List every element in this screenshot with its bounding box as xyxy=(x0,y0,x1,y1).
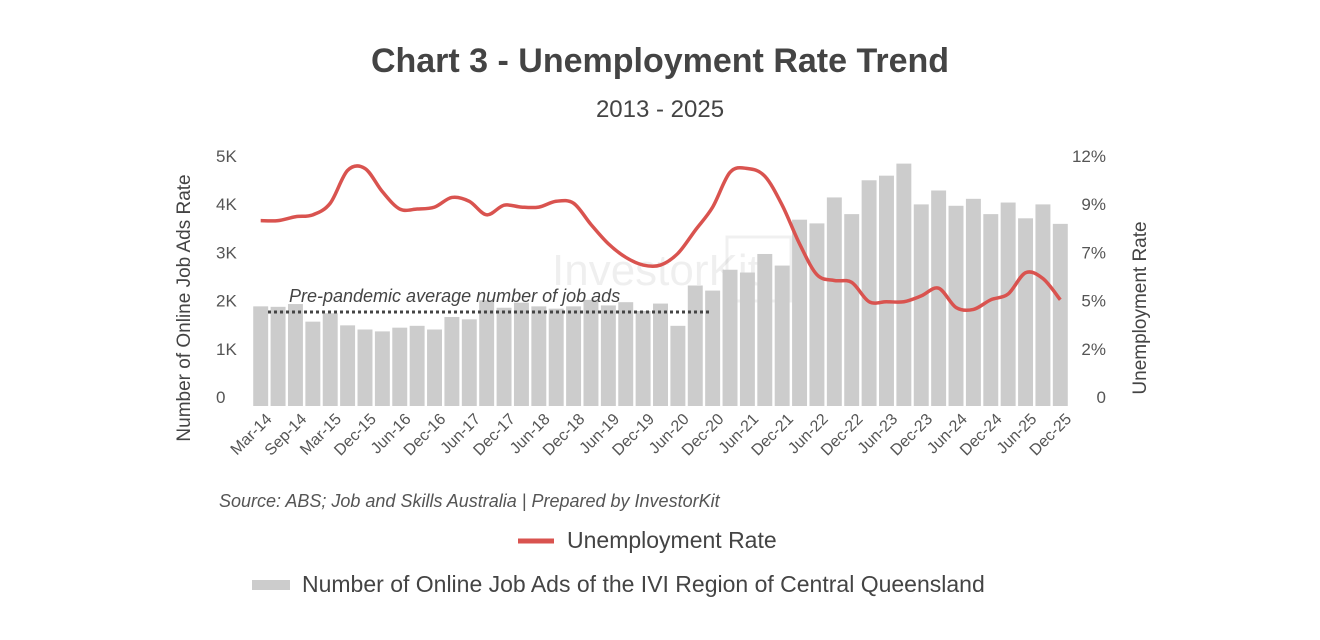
bar xyxy=(809,223,825,406)
chart-subtitle: 2013 - 2025 xyxy=(595,96,725,123)
y-right-tick-label: 12% xyxy=(1072,147,1106,166)
y-left-tick-label: 4K xyxy=(216,195,237,214)
bar xyxy=(618,302,634,406)
bar xyxy=(792,219,808,406)
legend-label-unemployment: Unemployment Rate xyxy=(567,527,777,553)
bar xyxy=(305,321,321,406)
bar xyxy=(1052,223,1068,406)
bar xyxy=(409,325,425,406)
bar xyxy=(253,306,269,406)
bar xyxy=(461,319,477,406)
bar xyxy=(496,307,512,406)
unemployment-rate-line xyxy=(260,164,1062,313)
bar xyxy=(653,303,668,406)
y-right-tick-label: 0 xyxy=(1097,388,1106,407)
bar xyxy=(913,204,929,406)
y-right-tick-label: 5% xyxy=(1081,292,1106,311)
bar xyxy=(444,317,460,406)
bar xyxy=(287,304,303,406)
bar xyxy=(739,272,755,406)
bar xyxy=(983,214,999,406)
legend-label-job-ads: Number of Online Job Ads of the IVI Regi… xyxy=(302,571,985,597)
x-axis-ticks: Mar-14Sep-14Mar-15Dec-15Jun-16Dec-16Jun-… xyxy=(228,411,1076,460)
bar xyxy=(826,197,842,406)
bar xyxy=(531,306,547,406)
y-axis-right-title: Unemployment Rate xyxy=(1130,221,1151,394)
bar xyxy=(774,265,790,406)
bar xyxy=(861,180,877,406)
bars-layer xyxy=(253,163,1068,406)
y-left-tick-label: 0 xyxy=(216,388,225,407)
reference-layer: Pre-pandemic average number of job ads xyxy=(268,286,712,314)
y-left-tick-label: 2K xyxy=(216,292,237,311)
bar xyxy=(1000,202,1016,406)
y-left-tick-label: 1K xyxy=(216,340,237,359)
reference-line-label: Pre-pandemic average number of job ads xyxy=(289,286,620,306)
y-left-tick-label: 5K xyxy=(216,147,237,166)
left-axis-ticks: 0 1K 2K 3K 4K 5K xyxy=(216,147,237,407)
bar xyxy=(322,313,338,406)
bar xyxy=(270,306,286,406)
bar xyxy=(600,305,616,406)
bar xyxy=(931,190,947,406)
y-left-tick-label: 3K xyxy=(216,243,237,262)
y-right-tick-label: 2% xyxy=(1081,340,1106,359)
bar xyxy=(757,253,773,406)
bar xyxy=(566,306,582,406)
bar xyxy=(896,163,912,406)
bar xyxy=(1035,204,1051,406)
bar xyxy=(513,302,529,406)
bar xyxy=(844,214,860,406)
bar xyxy=(374,331,390,406)
bar xyxy=(722,269,738,406)
bar xyxy=(357,329,373,406)
bar xyxy=(965,198,981,406)
bar xyxy=(670,325,686,406)
bar xyxy=(687,285,703,406)
right-axis-ticks: 0 2% 5% 7% 9% 12% xyxy=(1072,147,1106,407)
bar xyxy=(583,299,599,406)
bar xyxy=(479,300,495,406)
bar xyxy=(1018,218,1034,406)
bar xyxy=(879,175,894,406)
y-right-tick-label: 9% xyxy=(1081,195,1106,214)
bar xyxy=(705,290,721,406)
y-axis-left-title: Number of Online Job Ads Rate xyxy=(174,174,195,441)
bar xyxy=(635,310,651,406)
chart-title: Chart 3 - Unemployment Rate Trend xyxy=(370,42,950,80)
bar xyxy=(427,329,442,406)
bar xyxy=(340,325,356,406)
y-right-tick-label: 7% xyxy=(1081,243,1106,262)
bar xyxy=(392,327,408,406)
line-layer xyxy=(260,164,1062,313)
source-note: Source: ABS; Job and Skills Australia | … xyxy=(219,491,721,511)
bar xyxy=(548,308,564,406)
